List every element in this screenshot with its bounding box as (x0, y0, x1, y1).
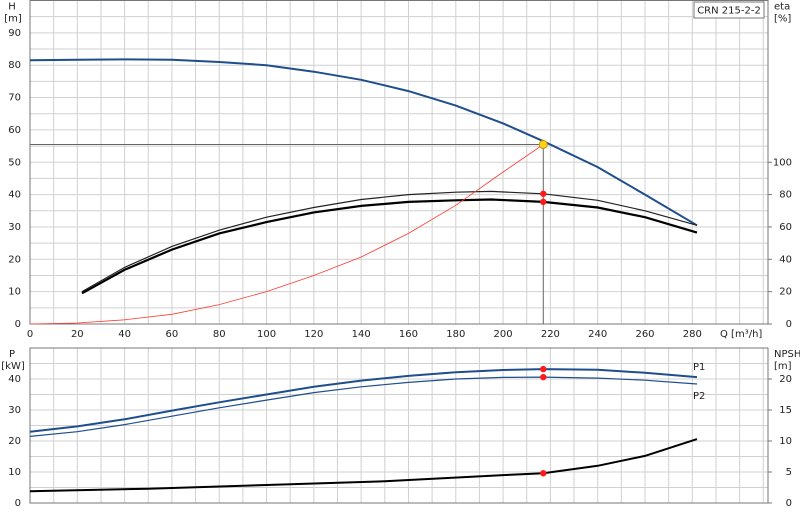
curve (29, 376, 698, 437)
x-tick-label: 260 (635, 329, 654, 340)
x-tick-label: 40 (118, 329, 131, 340)
y-tick-label: 40 (8, 190, 21, 201)
y2-tick-label: 80 (779, 190, 792, 201)
y-tick-label: 80 (8, 60, 21, 71)
x-tick-label: 160 (399, 329, 418, 340)
y2-tick-label: 0 (786, 498, 792, 509)
y2-axis-label: eta (774, 2, 790, 13)
y2-tick-label: 20 (779, 374, 792, 385)
duty-point-marker (540, 373, 547, 381)
plot-frame (29, 0, 769, 325)
y2-axis-label: NPSH (774, 349, 800, 360)
y2-tick-label: 0 (786, 319, 792, 330)
y-axis-unit: [m] (4, 14, 22, 25)
y-tick-label: 30 (8, 405, 21, 416)
curve (81, 190, 698, 293)
curve-label: P1 (693, 362, 705, 373)
y2-tick-label: 40 (779, 254, 792, 265)
y2-tick-label: 15 (779, 405, 792, 416)
x-tick-label: 60 (166, 329, 179, 340)
x-tick-label: 20 (71, 329, 84, 340)
y-axis-unit: [kW] (1, 361, 25, 372)
curve (81, 198, 698, 295)
y-tick-label: 30 (8, 222, 21, 233)
chart-title: CRN 215-2-2 (697, 6, 761, 17)
duty-point-marker (540, 190, 547, 197)
x-tick-label: 120 (304, 329, 323, 340)
plot-frame (29, 347, 769, 504)
y-tick-label: 20 (8, 254, 21, 265)
duty-point-marker (540, 365, 547, 373)
y2-tick-label: 100 (773, 157, 792, 168)
y2-tick-label: 5 (786, 467, 792, 478)
y2-tick-label: 10 (779, 436, 792, 447)
operating-point (538, 139, 548, 149)
y-tick-label: 40 (8, 374, 21, 385)
duty-point-marker (540, 198, 547, 206)
y-tick-label: 20 (8, 436, 21, 447)
x-tick-label: 240 (588, 329, 607, 340)
x-tick-label: 140 (352, 329, 371, 340)
y-tick-label: 50 (8, 157, 21, 168)
y-tick-label: 90 (8, 28, 21, 39)
y-tick-label: 10 (8, 467, 21, 478)
y2-axis-unit: [%] (774, 14, 791, 25)
curve (29, 144, 544, 325)
x-tick-label: 80 (213, 329, 226, 340)
title-box (693, 1, 765, 19)
y-tick-label: 0 (15, 498, 21, 509)
curve (29, 58, 698, 227)
duty-point-marker (540, 470, 547, 477)
y2-tick-label: 20 (779, 287, 792, 298)
y2-axis-unit: [m] (774, 361, 792, 372)
x-tick-label: 280 (683, 329, 702, 340)
y-tick-label: 60 (8, 125, 21, 136)
curve (29, 368, 698, 433)
y-axis-label: P (9, 349, 15, 360)
x-tick-label: 0 (27, 329, 33, 340)
x-tick-label: 100 (257, 329, 276, 340)
x-tick-label: 180 (446, 329, 465, 340)
y-tick-label: 10 (8, 287, 21, 298)
y-axis-label: H (8, 2, 16, 13)
y2-tick-label: 60 (779, 222, 792, 233)
y-tick-label: 0 (15, 319, 21, 330)
x-tick-label: 220 (541, 329, 560, 340)
x-tick-label: 200 (494, 329, 513, 340)
curve-label: P2 (693, 391, 705, 402)
x-axis-label: Q [m³/h] (720, 329, 762, 340)
curve (29, 438, 698, 493)
y-tick-label: 70 (8, 93, 21, 104)
